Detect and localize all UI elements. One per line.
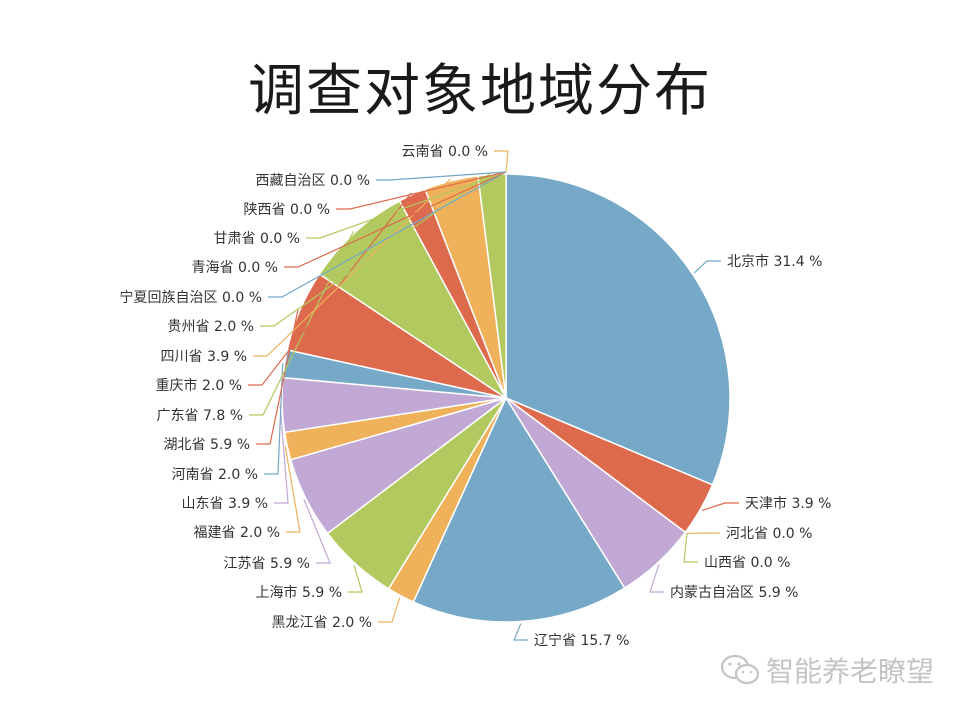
slice-label-1: 天津市 3.9 % [745, 495, 831, 512]
slice-label-4: 内蒙古自治区 5.9 % [670, 585, 798, 601]
slice-16 [477, 173, 507, 399]
leader-line-18 [284, 171, 507, 268]
chart-title: 调查对象地域分布 [248, 59, 712, 124]
slice-label-6: 黑龙江省 2.0 % [272, 615, 372, 631]
leader-line-0 [693, 260, 721, 274]
slice-labels: 北京市 31.4 % 天津市 3.9 % 河北省 0.0 % 山西省 0.0 % 内蒙古… [120, 144, 832, 649]
leader-line-1 [701, 502, 739, 511]
slice-label-17: 宁夏回族自治区 0.0 % [120, 289, 262, 306]
leader-line-12 [256, 309, 299, 445]
leader-line-14 [248, 192, 412, 386]
slice-label-19: 甘肃省 0.0 % [214, 231, 300, 247]
wechat-bubbles-icon [720, 654, 760, 685]
leader-line-16 [260, 171, 493, 327]
slice-label-21: 西藏自治区 0.0 % [256, 173, 370, 189]
slice-label-22: 云南省 0.0 % [402, 144, 488, 160]
leader-lines [248, 150, 739, 641]
slice-label-14: 重庆市 2.0 % [156, 377, 242, 394]
slice-label-8: 江苏省 5.9 % [224, 556, 310, 572]
slice-label-15: 四川省 3.9 % [161, 349, 247, 365]
leader-line-21 [376, 171, 507, 181]
leader-line-3 [683, 533, 698, 563]
slice-label-11: 河南省 2.0 % [172, 467, 258, 483]
leader-line-13 [249, 230, 355, 416]
slice-label-13: 广东省 7.8 % [157, 408, 243, 424]
leader-line-19 [306, 171, 507, 239]
slice-label-12: 湖北省 5.9 % [164, 437, 250, 453]
leader-line-8 [303, 498, 331, 564]
leader-line-17 [268, 171, 507, 298]
slice-label-10: 山东省 3.9 % [182, 496, 268, 512]
slice-label-16: 贵州省 2.0 % [168, 319, 254, 335]
slice-0 [505, 173, 731, 486]
slice-label-0: 北京市 31.4 % [727, 253, 822, 270]
leader-line-7 [348, 565, 363, 593]
slice-label-3: 山西省 0.0 % [704, 555, 790, 571]
slice-label-20: 陕西省 0.0 % [244, 202, 330, 218]
leader-line-22 [494, 150, 509, 173]
slice-label-9: 福建省 2.0 % [194, 525, 280, 541]
leader-line-10 [274, 405, 289, 504]
slice-label-18: 青海省 0.0 % [192, 260, 278, 276]
watermark-text: 智能养老瞭望 [765, 655, 934, 688]
leader-line-6 [378, 597, 401, 623]
watermark: 智能养老瞭望 [720, 650, 934, 690]
slice-label-5: 辽宁省 15.7 % [534, 632, 629, 649]
leader-line-11 [264, 363, 284, 475]
leader-line-5 [513, 623, 528, 641]
slice-5 [412, 396, 626, 623]
leader-line-9 [284, 446, 301, 533]
leader-line-20 [336, 171, 507, 210]
slice-label-7: 上海市 5.9 % [256, 584, 342, 601]
leader-line-15 [253, 178, 452, 357]
slice-label-2: 河北省 0.0 % [726, 526, 812, 542]
leader-line-4 [649, 564, 664, 593]
